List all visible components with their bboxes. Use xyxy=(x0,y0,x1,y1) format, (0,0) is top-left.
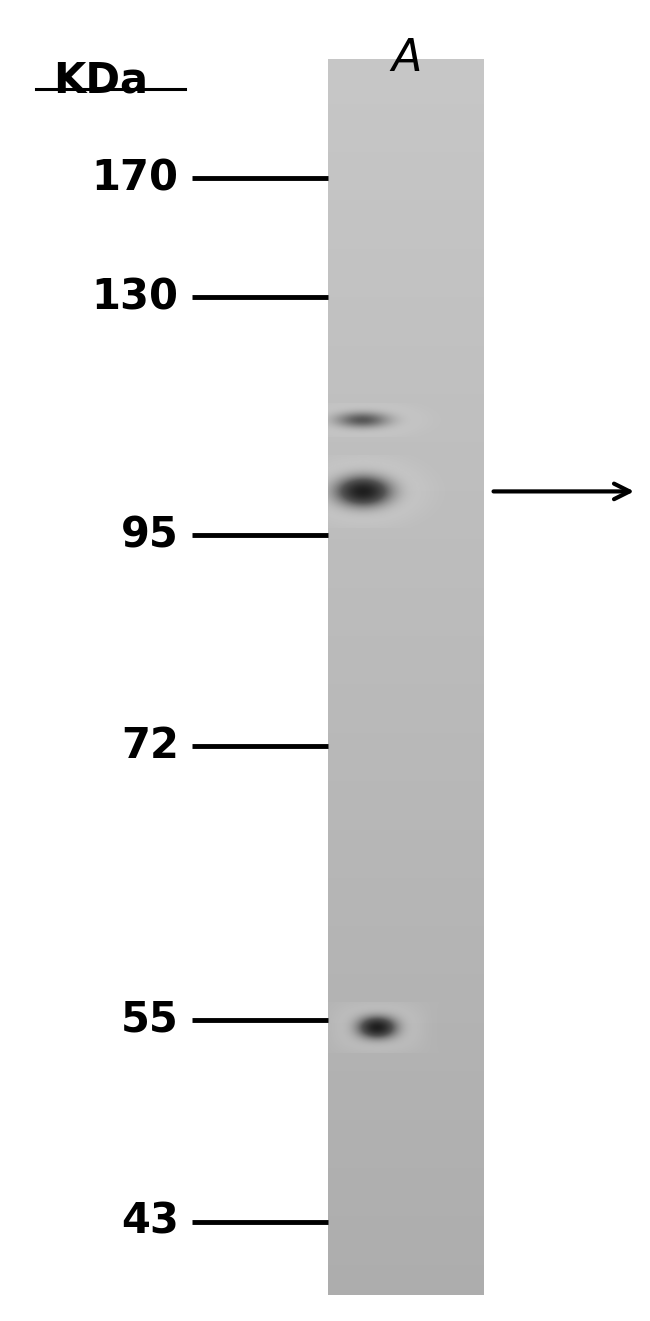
Text: 130: 130 xyxy=(92,276,179,318)
Text: A: A xyxy=(391,37,421,81)
Text: 72: 72 xyxy=(121,725,179,768)
Text: 95: 95 xyxy=(121,514,179,556)
Text: KDa: KDa xyxy=(53,59,148,102)
Text: 55: 55 xyxy=(121,999,179,1041)
Text: 43: 43 xyxy=(121,1201,179,1243)
Text: 170: 170 xyxy=(92,157,179,199)
